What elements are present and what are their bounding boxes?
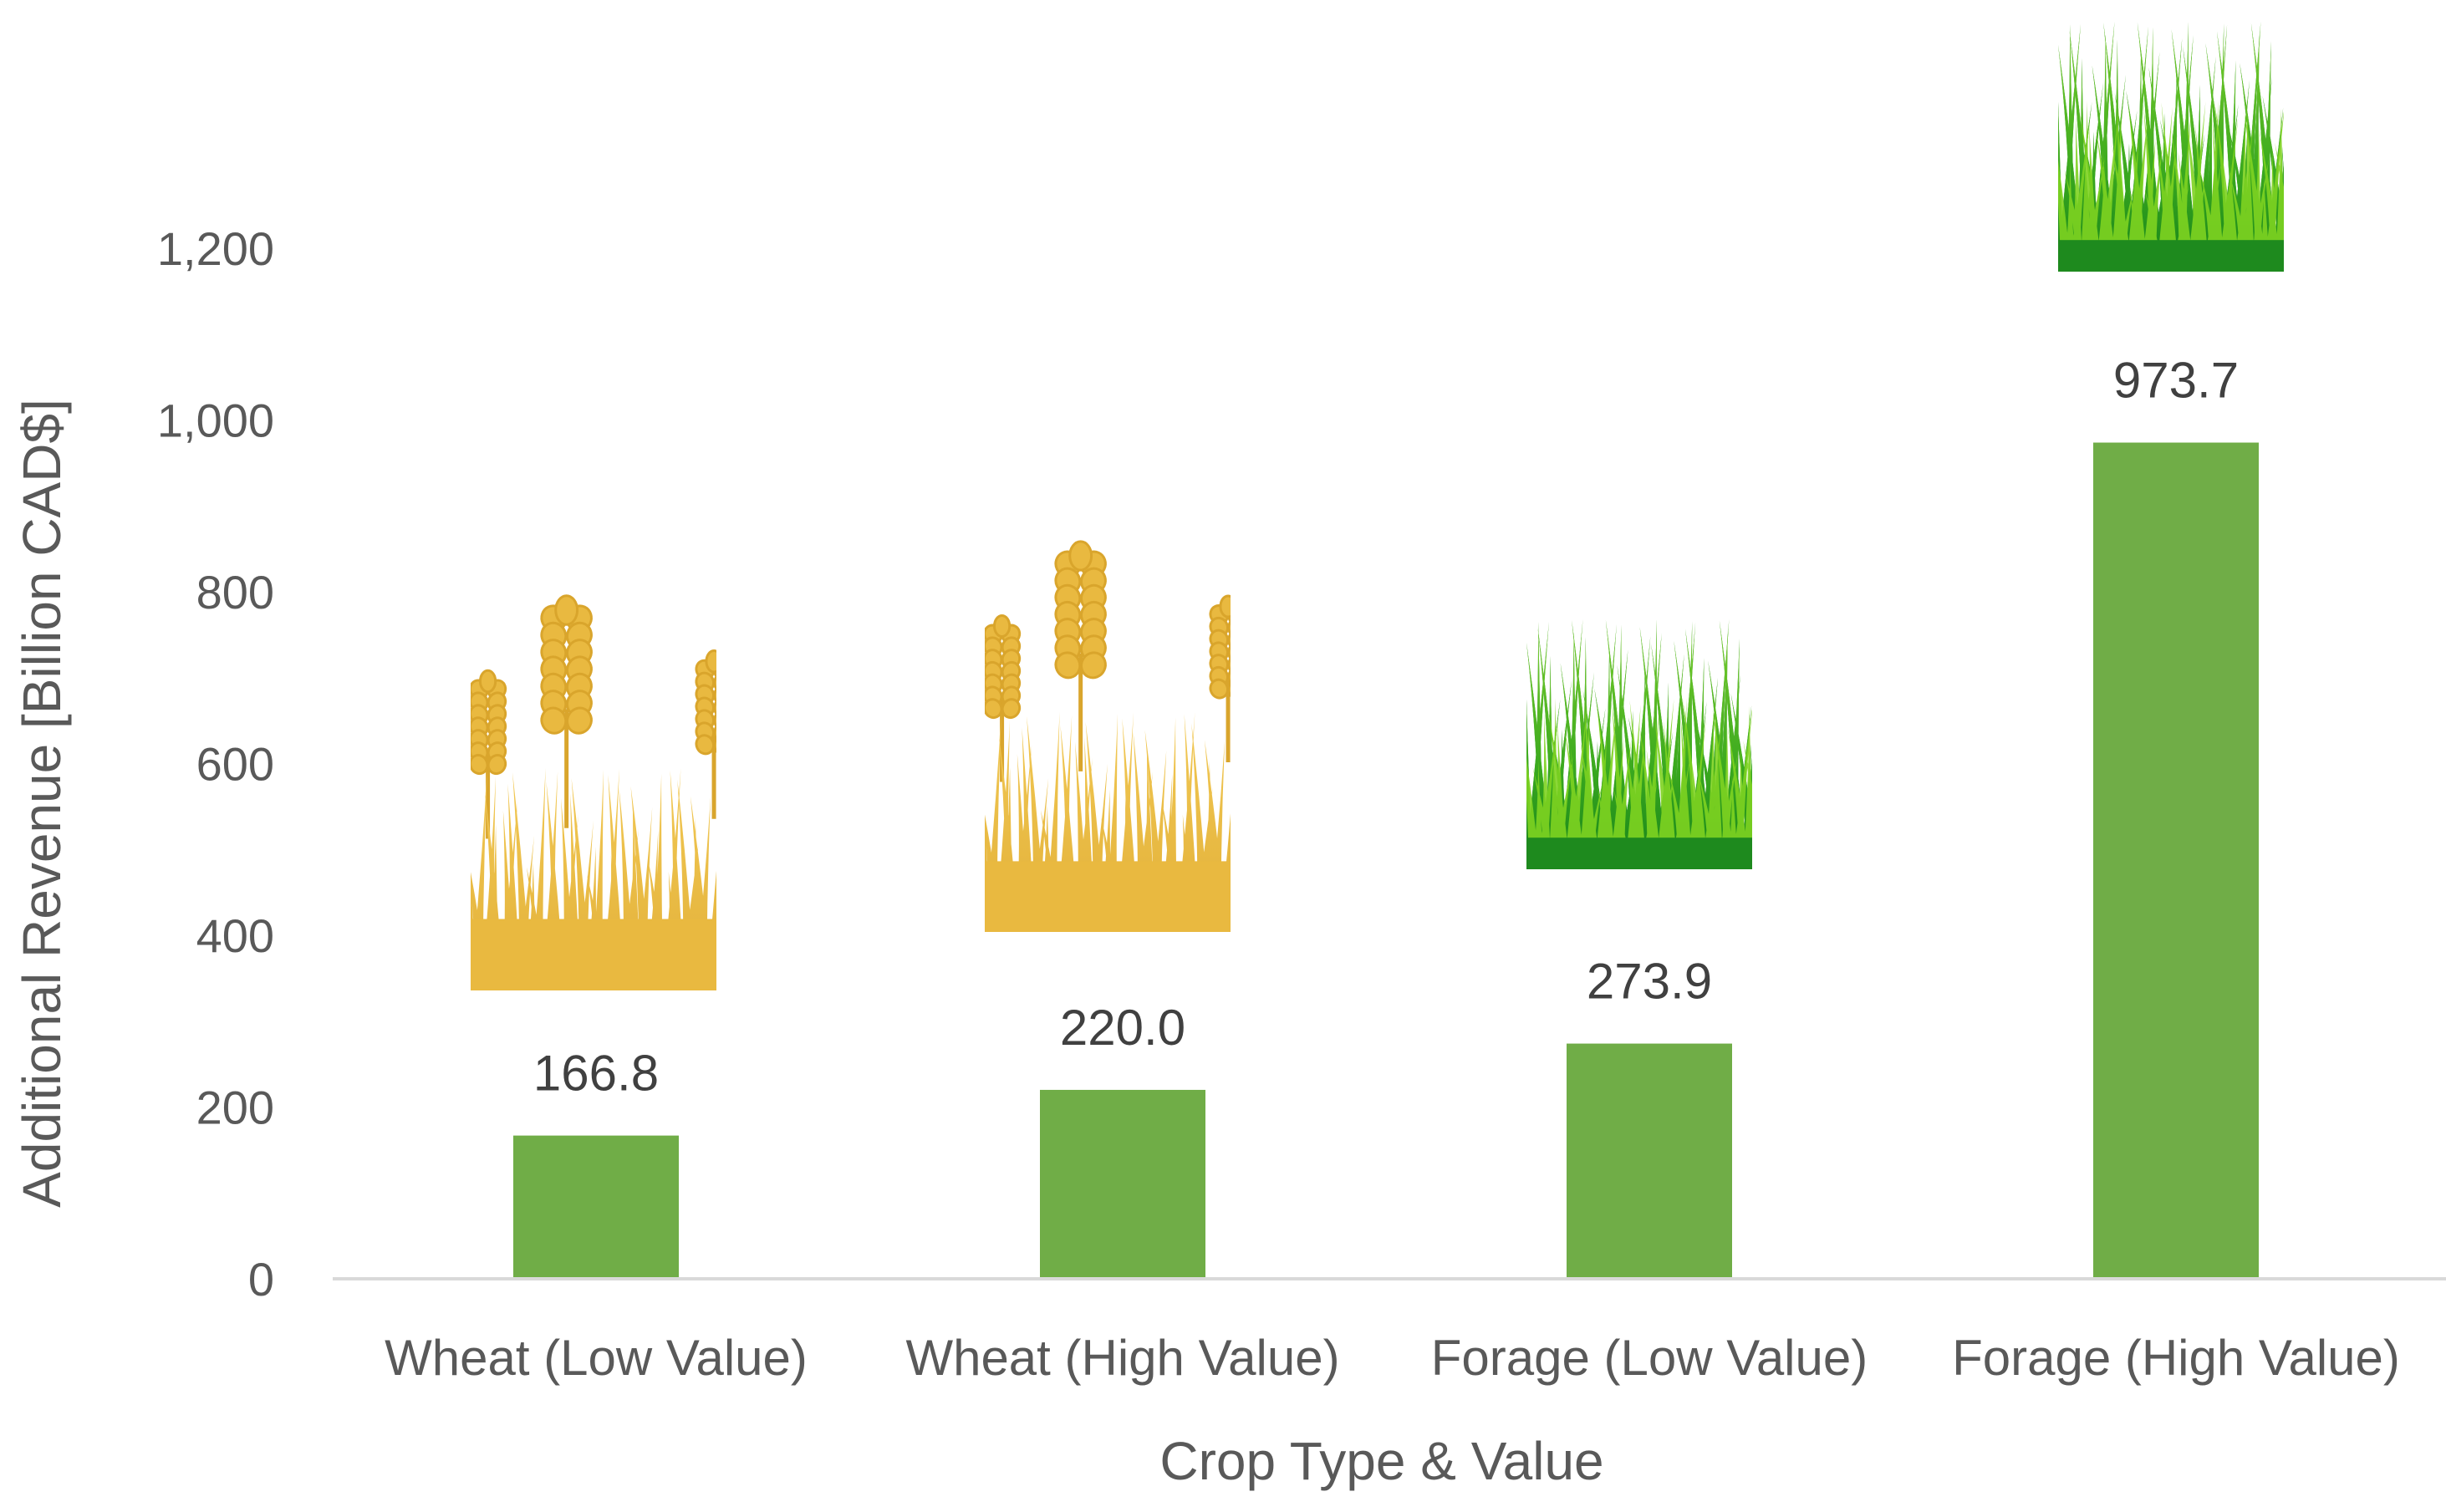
- wheat-illustration: [985, 540, 1231, 932]
- bar: [2093, 442, 2259, 1279]
- grass-illustration: [1526, 619, 1752, 869]
- wheat-ear-icon: [471, 669, 507, 839]
- y-tick-label: 400: [196, 909, 274, 962]
- x-axis-category-labels: Wheat (Low Value) Wheat (High Value) Forag…: [385, 1330, 2400, 1386]
- x-axis-title: Crop Type & Value: [1159, 1431, 1603, 1491]
- x-category-label: Wheat (High Value): [905, 1330, 1339, 1386]
- x-category-label: Forage (Low Value): [1431, 1330, 1868, 1386]
- bar: [1567, 1043, 1732, 1279]
- data-labels: 166.8 220.0 273.9 973.7: [533, 353, 2239, 1102]
- wheat-ear-icon: [695, 649, 716, 819]
- wheat-ear-icon: [540, 594, 593, 828]
- y-tick-label: 1,200: [157, 222, 274, 275]
- bar: [513, 1135, 679, 1279]
- grass-illustration: [2058, 21, 2284, 272]
- data-label: 220.0: [1060, 1000, 1185, 1056]
- data-label: 166.8: [533, 1046, 659, 1102]
- y-tick-label: 1,000: [157, 395, 274, 447]
- wheat-ear-icon: [985, 613, 1022, 782]
- bars: [513, 442, 2259, 1279]
- y-tick-label: 200: [196, 1082, 274, 1134]
- y-tick-label: 0: [248, 1253, 274, 1306]
- wheat-illustration: [471, 594, 716, 990]
- y-axis-title: Additional Revenue [Billion CAD$]: [12, 399, 72, 1208]
- y-axis-tick-labels: 0 200 400 600 800 1,000 1,200: [157, 222, 274, 1306]
- y-tick-label: 800: [196, 566, 274, 619]
- y-tick-label: 600: [196, 738, 274, 791]
- wheat-ear-icon: [1054, 540, 1107, 771]
- x-category-label: Wheat (Low Value): [385, 1330, 808, 1386]
- crop-illustrations: [471, 21, 2284, 990]
- x-category-label: Forage (High Value): [1952, 1330, 2400, 1386]
- data-label: 273.9: [1587, 954, 1712, 1010]
- data-label: 973.7: [2113, 353, 2239, 409]
- bar: [1040, 1089, 1205, 1279]
- wheat-ear-icon: [1209, 594, 1231, 762]
